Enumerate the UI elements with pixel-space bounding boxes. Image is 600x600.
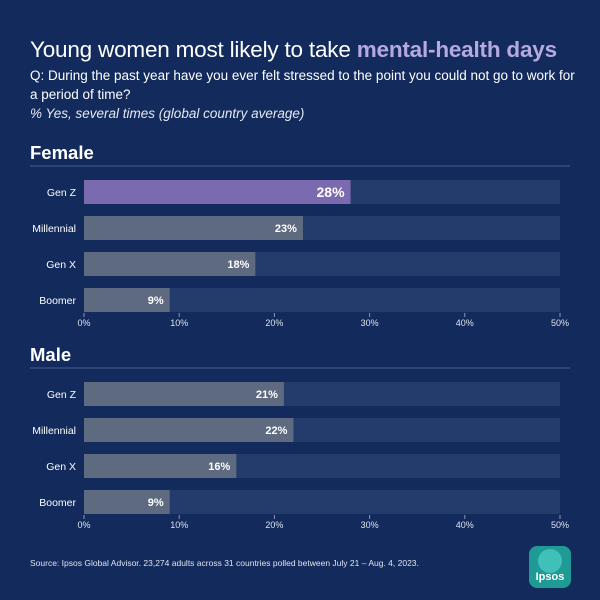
category-label: Gen Z (47, 389, 77, 401)
tick-label: 0% (77, 520, 90, 530)
section-title-male: Male (30, 344, 71, 365)
data-label: 21% (256, 389, 278, 401)
logo-text: Ipsos (535, 571, 565, 583)
tick-label: 50% (551, 318, 569, 328)
tick-label: 50% (551, 520, 569, 530)
source-note: Source: Ipsos Global Advisor. 23,274 adu… (30, 558, 419, 568)
bar-male-gen-z (84, 382, 284, 406)
data-label: 16% (208, 461, 230, 473)
category-label: Gen Z (47, 187, 77, 199)
bar-female-millennial (84, 216, 303, 240)
data-label: 9% (148, 295, 164, 307)
tick-label: 40% (456, 318, 474, 328)
data-label: 22% (265, 425, 287, 437)
title-accent: mental-health days (356, 37, 557, 62)
tick-label: 10% (170, 318, 188, 328)
category-label: Gen X (46, 259, 76, 271)
ipsos-logo: Ipsos (529, 546, 571, 588)
tick-label: 20% (265, 520, 283, 530)
tick-label: 10% (170, 520, 188, 530)
bar-male-boomer (84, 490, 170, 514)
category-label: Gen X (46, 461, 76, 473)
chart-title: Young women most likely to take mental-h… (30, 36, 580, 64)
data-label: 28% (317, 184, 346, 200)
survey-question: Q: During the past year have you ever fe… (30, 68, 575, 102)
category-label: Boomer (39, 497, 76, 509)
bar-male-millennial (84, 418, 294, 442)
category-label: Boomer (39, 295, 76, 307)
tick-label: 40% (456, 520, 474, 530)
title-main: Young women most likely to take (30, 37, 357, 62)
category-label: Millennial (32, 223, 76, 235)
tick-label: 30% (361, 318, 379, 328)
data-label: 9% (148, 497, 164, 509)
tick-label: 20% (265, 318, 283, 328)
data-label: 23% (275, 223, 297, 235)
section-title-female: Female (30, 142, 94, 163)
tick-label: 0% (77, 318, 90, 328)
data-label: 18% (227, 259, 249, 271)
category-label: Millennial (32, 425, 76, 437)
bar-female-boomer (84, 288, 170, 312)
bar-female-gen-z (84, 180, 351, 204)
bar-male-gen-x (84, 454, 237, 478)
logo-circle-icon (538, 549, 562, 573)
header: Young women most likely to take mental-h… (30, 36, 580, 123)
tick-label: 30% (361, 520, 379, 530)
bar-female-gen-x (84, 252, 256, 276)
chart-note: % Yes, several times (global country ave… (30, 106, 305, 121)
